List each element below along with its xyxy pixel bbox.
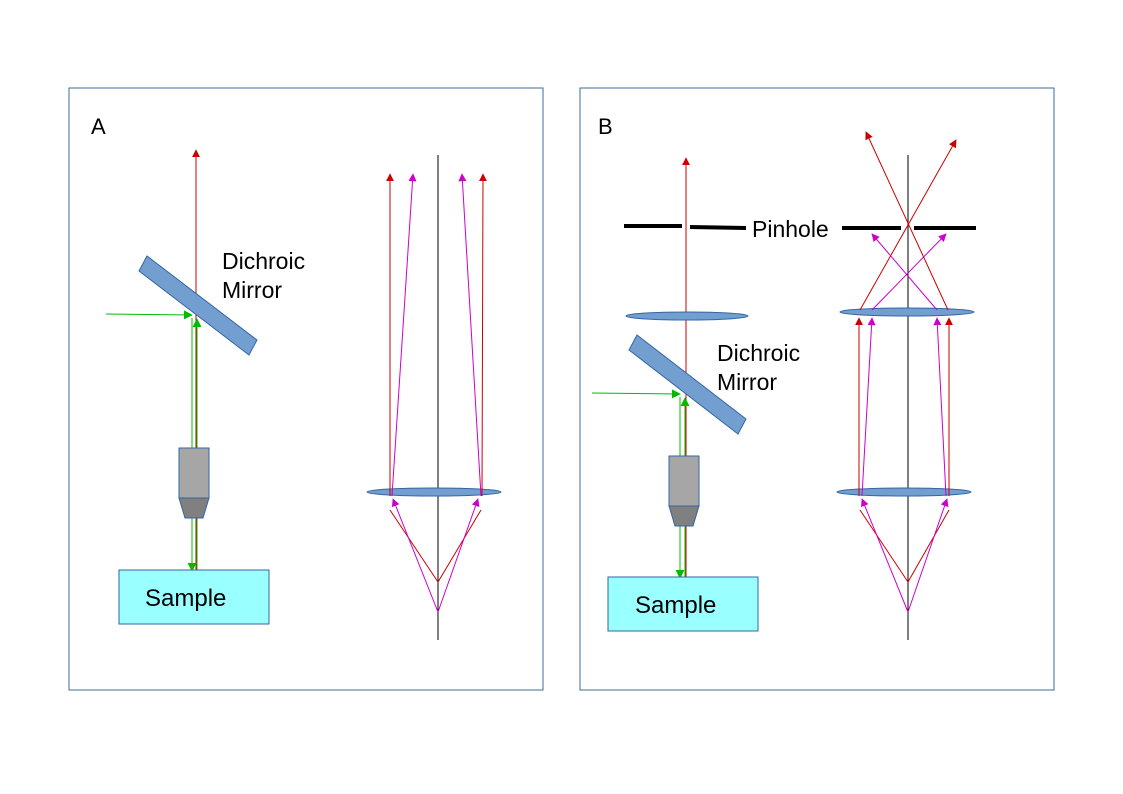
panel-b-pinhole-right [689, 225, 747, 230]
panel-b-pinhole-label: Pinhole [752, 216, 829, 242]
panel-a-mirror-label-line1: Dichroic [222, 248, 305, 274]
panel-b-tube-lens [625, 311, 749, 321]
panel-b-defocus-rays [861, 233, 949, 613]
panel-b-sample [607, 576, 759, 632]
panel-a-excitation-ray [105, 310, 193, 320]
panel-b-excitation-ray [591, 389, 681, 399]
panel-a-frame [68, 87, 544, 691]
panel-b: B Pinhole Dichroic Mirror Sample [579, 87, 1055, 691]
panel-a-lens [366, 487, 502, 497]
panel-a-sample [118, 569, 270, 625]
panel-b-mirror-label-line1: Dichroic [717, 340, 800, 366]
panel-b-sample-label: Sample [635, 592, 716, 619]
panel-b-mirror-label-line2: Mirror [717, 369, 777, 395]
panel-a-defocus-rays [391, 173, 482, 613]
panel-b-lower-lens [836, 487, 972, 497]
panel-b-frame [579, 87, 1055, 691]
panel-a: A Dichroic Mirror Sample [68, 87, 544, 691]
panel-b-dichroic-mirror [628, 334, 747, 435]
panel-a-label: A [91, 114, 106, 139]
panel-b-focus-rays [855, 131, 957, 583]
panel-a-dichroic-mirror [138, 255, 258, 356]
panel-b-objective [668, 455, 700, 527]
panel-b-upper-lens [839, 307, 975, 317]
panel-a-mirror-label-line2: Mirror [222, 277, 282, 303]
panel-a-focus-rays [386, 173, 487, 583]
panel-a-objective [178, 447, 210, 519]
panel-b-label: B [598, 114, 613, 139]
panel-a-sample-label: Sample [145, 585, 226, 612]
